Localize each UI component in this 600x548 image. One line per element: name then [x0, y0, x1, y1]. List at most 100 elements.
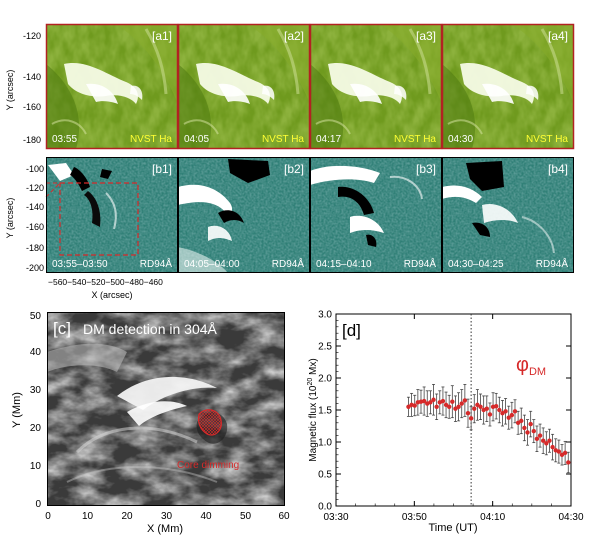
tile-instrument: NVST Ha: [526, 134, 568, 145]
tile-time: 04:15–04:10: [316, 259, 372, 270]
panel-b-ytick: -120: [26, 183, 44, 193]
data-point: [440, 398, 446, 404]
data-point: [509, 412, 515, 418]
panel-b-xticks: −560−540−520−500−480−460: [48, 277, 163, 287]
panel-c-tag: [c]: [53, 319, 71, 338]
panel-c-xtick: 10: [82, 511, 94, 522]
data-point: [468, 416, 474, 421]
panel-a-ylabel: Y (arcsec): [5, 70, 15, 111]
panel-b: Y (arcsec) -100 -120 -140 -160 -180 -200…: [5, 157, 574, 300]
panel-c-ytick: 0: [35, 499, 41, 510]
panel-d: 0.0 0.5 1.0 1.5 2.0 2.5 3.0 03:30 03:50 04:10 04:3…: [307, 310, 584, 535]
y-tick-label: 0.5: [318, 470, 332, 481]
data-point: [525, 430, 530, 435]
tile-instrument: NVST Ha: [262, 134, 304, 145]
data-point: [522, 425, 527, 431]
y-tick-label: 1.0: [318, 438, 332, 449]
panel-a-ytick: -140: [23, 72, 41, 82]
tile-b1: [b1] 03:55–03:50 RD94Å: [45, 157, 178, 273]
tile-b4: [b4] 04:30–04:25 RD94Å: [442, 157, 574, 273]
data-point: [534, 436, 540, 441]
data-point: [506, 415, 511, 420]
tile-instrument: RD94Å: [140, 257, 173, 270]
tile-a1: [a1] 03:55 NVST Ha: [46, 24, 178, 149]
tile-b2: [b2] 04:05–04:00 RD94Å: [178, 157, 310, 273]
core-dimming-label: Core dimming: [177, 460, 239, 471]
panel-c-xtick: 40: [200, 511, 212, 522]
panel-a-ytick: -120: [23, 31, 41, 41]
panel-c: [c] DM detection in 304Å Core dimming 0 …: [11, 311, 290, 535]
panel-c-ytick: 50: [30, 311, 42, 322]
data-point: [428, 400, 433, 405]
data-point: [465, 411, 471, 416]
data-point: [540, 438, 546, 443]
data-point: [462, 398, 468, 403]
data-point: [562, 450, 568, 456]
data-point: [459, 401, 464, 406]
tile-instrument: NVST Ha: [130, 134, 172, 145]
tile-time: 03:55–03:50: [52, 259, 108, 270]
panel-b-ylabel: Y (arcsec): [5, 198, 15, 239]
tile-time: 04:17: [316, 134, 341, 145]
data-point: [519, 418, 524, 424]
data-point: [497, 407, 502, 413]
tile-a4: [a4] 04:30 NVST Ha: [442, 24, 574, 149]
panel-b-yticks: -100 -120 -140 -160 -180 -200: [26, 164, 44, 273]
panel-c-ytick: 20: [30, 423, 42, 434]
tile-time: 03:55: [52, 134, 77, 145]
tile-time: 04:30–04:25: [448, 259, 504, 270]
chart-marks: [406, 314, 571, 506]
tile-a3: [a3] 04:17 NVST Ha: [310, 24, 442, 149]
y-tick-label: 2.0: [318, 374, 332, 385]
data-point: [566, 460, 571, 465]
panel-c-axes: 0 10 20 30 40 50 60 0 10 20 30 40 50 X (…: [11, 311, 290, 535]
tile-tag: [a4]: [548, 29, 568, 43]
panel-a-ytick: -160: [23, 102, 41, 112]
y-tick-label: 0.0: [318, 502, 332, 513]
data-point: [484, 406, 489, 411]
tile-instrument: NVST Ha: [394, 134, 436, 145]
panel-b-xlabel: X (arcsec): [91, 290, 132, 300]
y-tick-label: 1.5: [318, 406, 332, 417]
tile-tag: [b1]: [152, 162, 172, 176]
tile-tag: [a2]: [284, 29, 304, 43]
panel-c-xtick: 60: [278, 511, 290, 522]
panel-d-xlabel: Time (UT): [428, 522, 477, 534]
panel-a: Y (arcsec) -120 -140 -160 -180 [a1] 03:5…: [5, 24, 574, 149]
tile-instrument: RD94Å: [536, 257, 569, 270]
y-tick-label: 2.5: [318, 342, 332, 353]
tile-tag: [b2]: [284, 162, 304, 176]
x-tick-label: 03:30: [323, 512, 348, 523]
panel-c-image: [c] DM detection in 304Å Core dimming: [47, 312, 285, 506]
tile-time: 04:30: [448, 134, 473, 145]
panel-a-yticks: -120 -140 -160 -180: [23, 31, 41, 145]
x-tick-label: 04:10: [480, 512, 505, 523]
legend-phi: φDM: [516, 354, 546, 378]
tile-time: 04:05: [184, 134, 209, 145]
x-tick-label: 04:30: [558, 512, 583, 523]
data-point: [472, 406, 477, 411]
data-point: [531, 428, 536, 434]
tile-tag: [a1]: [152, 29, 172, 43]
panel-d-ylabel: Magnetic flux (1020 Mx): [307, 358, 319, 461]
panel-c-ylabel: Y (Mm): [11, 392, 23, 428]
y-tick-label: 3.0: [318, 310, 332, 321]
data-point: [478, 404, 483, 409]
data-point: [547, 438, 552, 443]
panel-b-ytick: -140: [26, 202, 44, 212]
data-point: [512, 409, 518, 414]
chart-plot-area: [335, 313, 572, 507]
panel-c-xtick: 20: [121, 511, 133, 522]
data-point: [493, 403, 499, 409]
chart-ticks: 0.0 0.5 1.0 1.5 2.0 2.5 3.0 03:30 03:50 04:10 04:3…: [318, 310, 584, 524]
data-point: [503, 409, 508, 414]
data-point: [421, 398, 427, 404]
panel-c-ytick: 10: [30, 461, 42, 472]
data-point: [487, 412, 493, 417]
panel-c-ytick: 40: [30, 347, 42, 358]
tile-time: 04:05–04:00: [184, 259, 240, 270]
panel-c-xtick: 50: [240, 511, 252, 522]
data-point: [537, 433, 543, 438]
panel-b-ytick: -160: [26, 222, 44, 232]
